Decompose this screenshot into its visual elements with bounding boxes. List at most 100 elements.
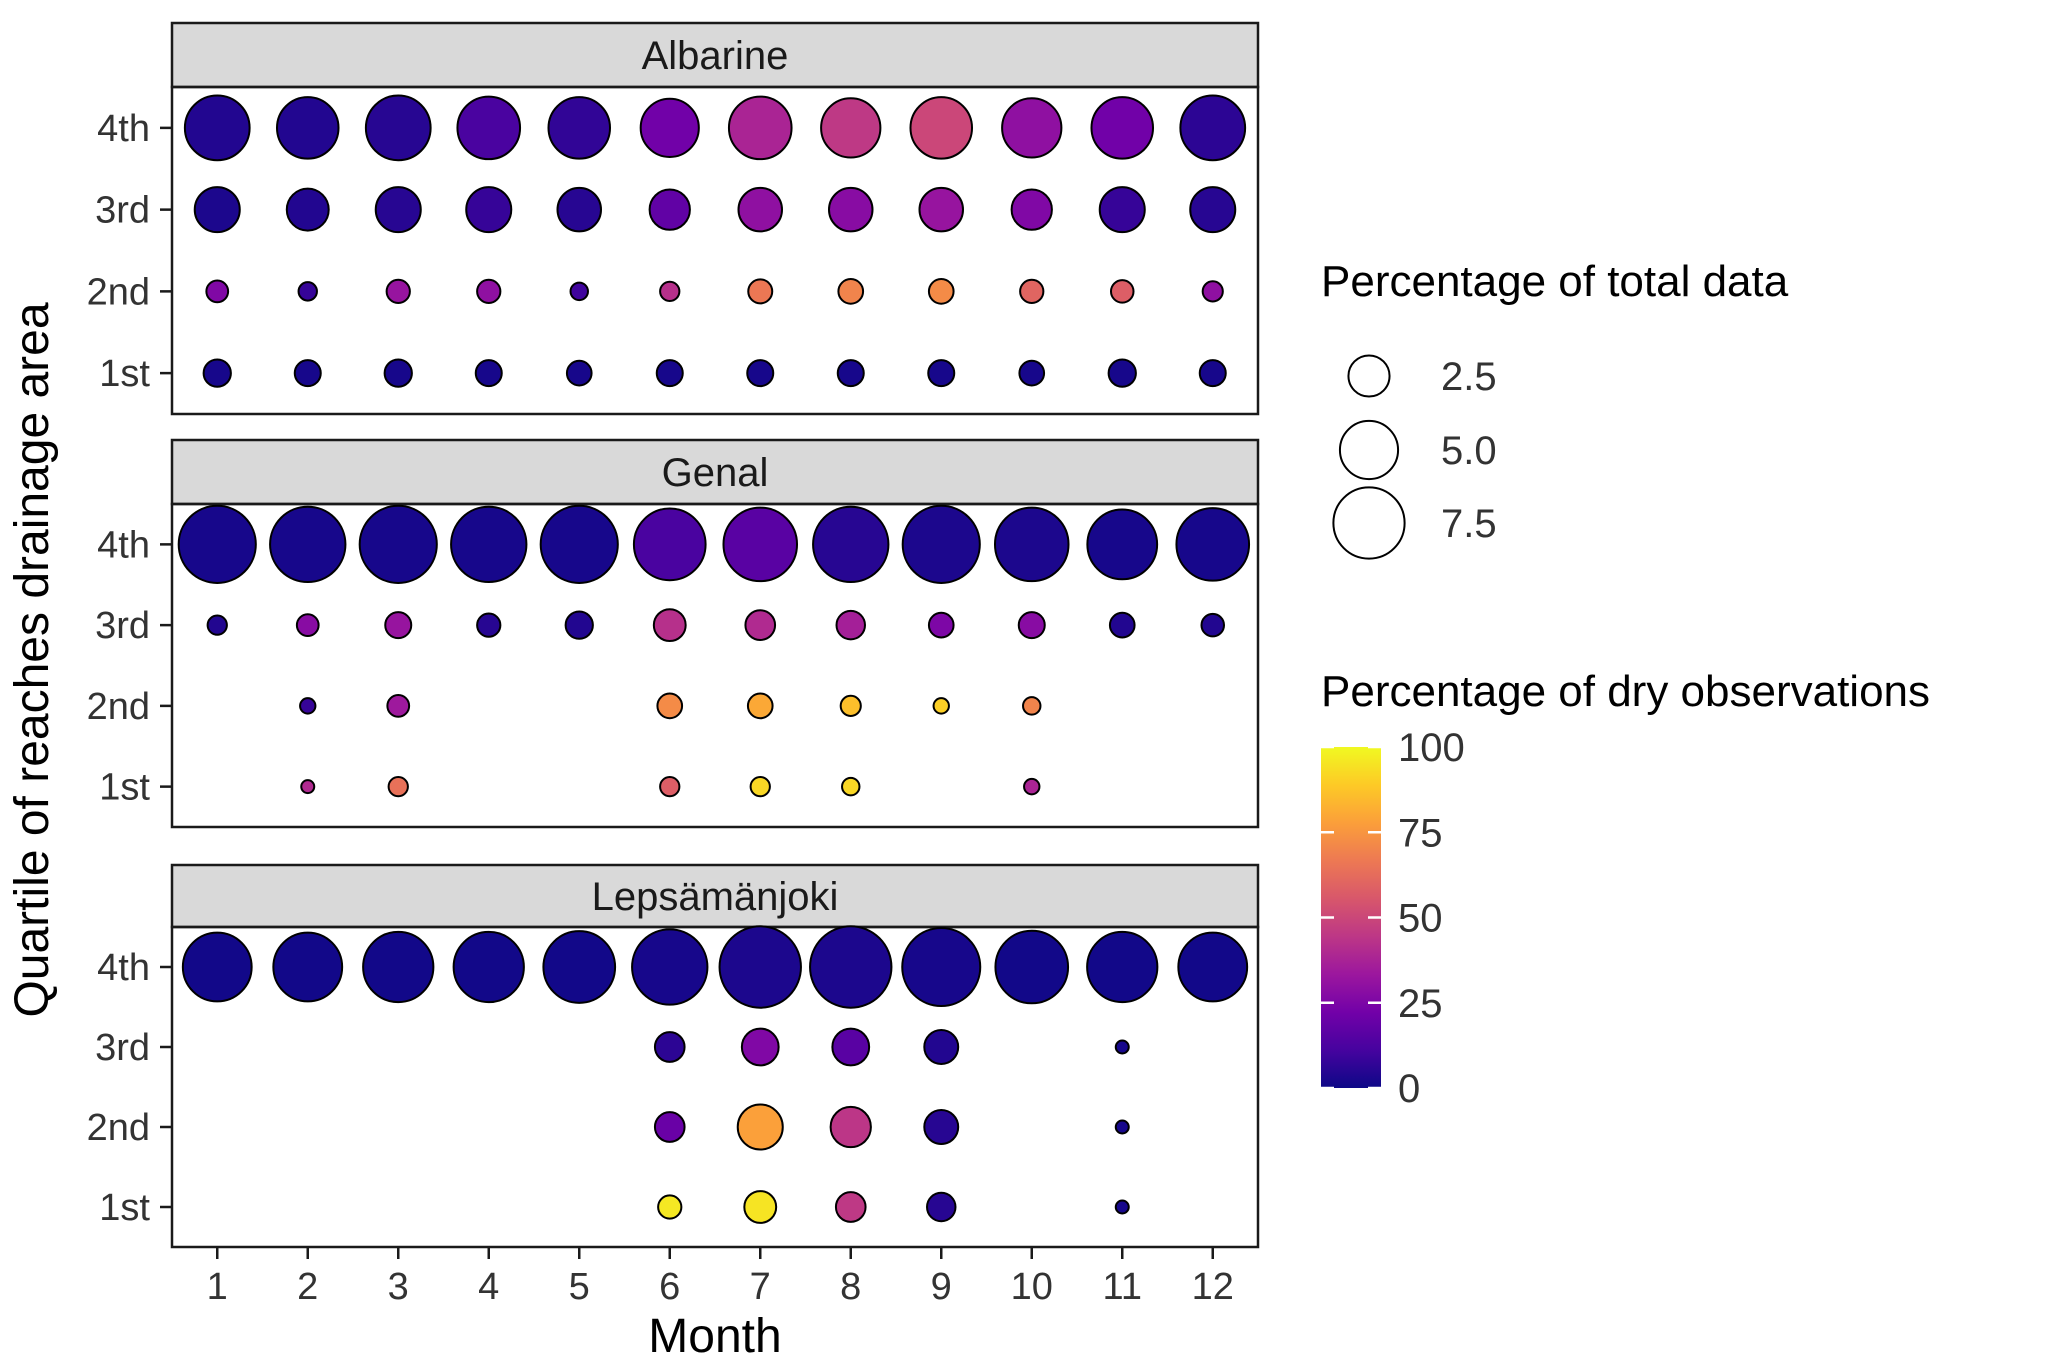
data-point [205, 279, 230, 304]
data-point [901, 927, 982, 1007]
data-point [837, 278, 865, 305]
data-point [648, 188, 691, 231]
data-point [746, 359, 775, 388]
data-point [450, 505, 528, 584]
data-point [1114, 1119, 1130, 1135]
data-point [1201, 280, 1224, 303]
data-point [269, 505, 347, 584]
color-legend-title: Percentage of dry observations [1321, 667, 1930, 716]
data-point [749, 775, 771, 798]
data-point [736, 1103, 784, 1151]
data-point [362, 930, 435, 1004]
data-point [923, 1109, 960, 1145]
facet-header [170, 863, 1260, 929]
data-point [476, 278, 502, 305]
data-point [653, 1111, 686, 1143]
size-legend-value: 5.0 [1441, 429, 1497, 473]
data-point [542, 930, 617, 1004]
data-point [1108, 611, 1136, 639]
size-legend-key [1347, 354, 1391, 398]
facet-panel: Lepsämänjoki 1st 2nd 3rd 4th [87, 863, 1260, 1249]
data-point [386, 693, 411, 718]
facet-panel: Albarine 1st 2nd 3rd 4th [87, 21, 1260, 416]
facet-title: Albarine [642, 34, 789, 78]
data-point [358, 504, 438, 584]
data-point [565, 359, 593, 387]
facet-title: Genal [662, 451, 769, 495]
y-tick-label: 3rd [95, 605, 150, 647]
data-point [465, 186, 513, 234]
y-tick-label: 4th [97, 108, 150, 150]
data-point [909, 96, 974, 160]
data-point [474, 359, 503, 388]
data-point [839, 694, 862, 717]
x-tick-label: 4 [478, 1266, 499, 1308]
colorbar-tick-label: 100 [1398, 726, 1465, 770]
data-point [384, 611, 413, 640]
facet-panels: Albarine 1st 2nd 3rd 4th Genal 1st 2nd 3rd 4th Lep… [87, 21, 1260, 1249]
data-point [1189, 186, 1237, 234]
data-point [923, 1029, 960, 1065]
data-point [387, 775, 409, 798]
y-tick-label: 2nd [87, 686, 150, 728]
y-tick-label: 3rd [95, 190, 150, 232]
y-tick-label: 1st [99, 1187, 150, 1229]
data-point [631, 928, 709, 1006]
data-point [272, 931, 344, 1003]
x-tick-label: 2 [297, 1266, 318, 1308]
data-point [656, 692, 684, 720]
data-point [740, 1027, 780, 1067]
data-point [1090, 96, 1155, 160]
data-point [927, 611, 955, 639]
data-point [994, 929, 1070, 1005]
panel-border [170, 925, 1260, 1249]
data-point [275, 96, 340, 160]
x-tick-label: 1 [207, 1266, 228, 1308]
data-point [177, 504, 257, 584]
y-axis-title: Quartile of reaches drainage area [6, 302, 59, 1017]
data-point [374, 186, 422, 234]
size-legend-value: 2.5 [1441, 355, 1497, 399]
color-legend: 0 25 50 75 100 [1321, 726, 1465, 1111]
size-legend: 2.5 5.0 7.5 [1332, 354, 1497, 560]
data-point [827, 186, 874, 233]
data-point [744, 609, 777, 641]
data-point [300, 779, 316, 795]
y-tick-label: 4th [97, 524, 150, 566]
data-point [1010, 188, 1053, 231]
data-point [653, 1031, 686, 1063]
data-point [1198, 359, 1227, 388]
data-point [1107, 358, 1137, 388]
data-point [835, 609, 866, 641]
data-point [1023, 777, 1041, 796]
data-point [1175, 507, 1251, 582]
data-point [639, 97, 700, 158]
x-tick-label: 7 [750, 1266, 771, 1308]
data-point [841, 776, 861, 797]
data-point [747, 278, 774, 305]
x-tick-label: 9 [931, 1266, 952, 1308]
data-point [655, 359, 684, 388]
data-point [652, 608, 687, 643]
data-point [901, 504, 981, 584]
data-point [831, 1027, 871, 1067]
x-tick-label: 8 [840, 1266, 861, 1308]
y-tick-label: 1st [99, 353, 150, 395]
x-tick-label: 3 [388, 1266, 409, 1308]
data-point [718, 925, 802, 1009]
y-tick-label: 2nd [87, 271, 150, 313]
data-point [285, 187, 330, 232]
data-point [547, 96, 612, 160]
data-point [476, 612, 502, 638]
data-point [1109, 279, 1135, 304]
colorbar-tick-label: 50 [1398, 897, 1443, 941]
data-point [1018, 359, 1046, 387]
data-point [1086, 930, 1159, 1004]
x-axis: 1 2 3 4 5 6 7 8 9 10 11 12 [207, 1247, 1234, 1308]
facet-title: Lepsämänjoki [592, 875, 839, 919]
data-point [812, 505, 890, 584]
data-point [727, 95, 793, 161]
y-tick-label: 2nd [87, 1107, 150, 1149]
